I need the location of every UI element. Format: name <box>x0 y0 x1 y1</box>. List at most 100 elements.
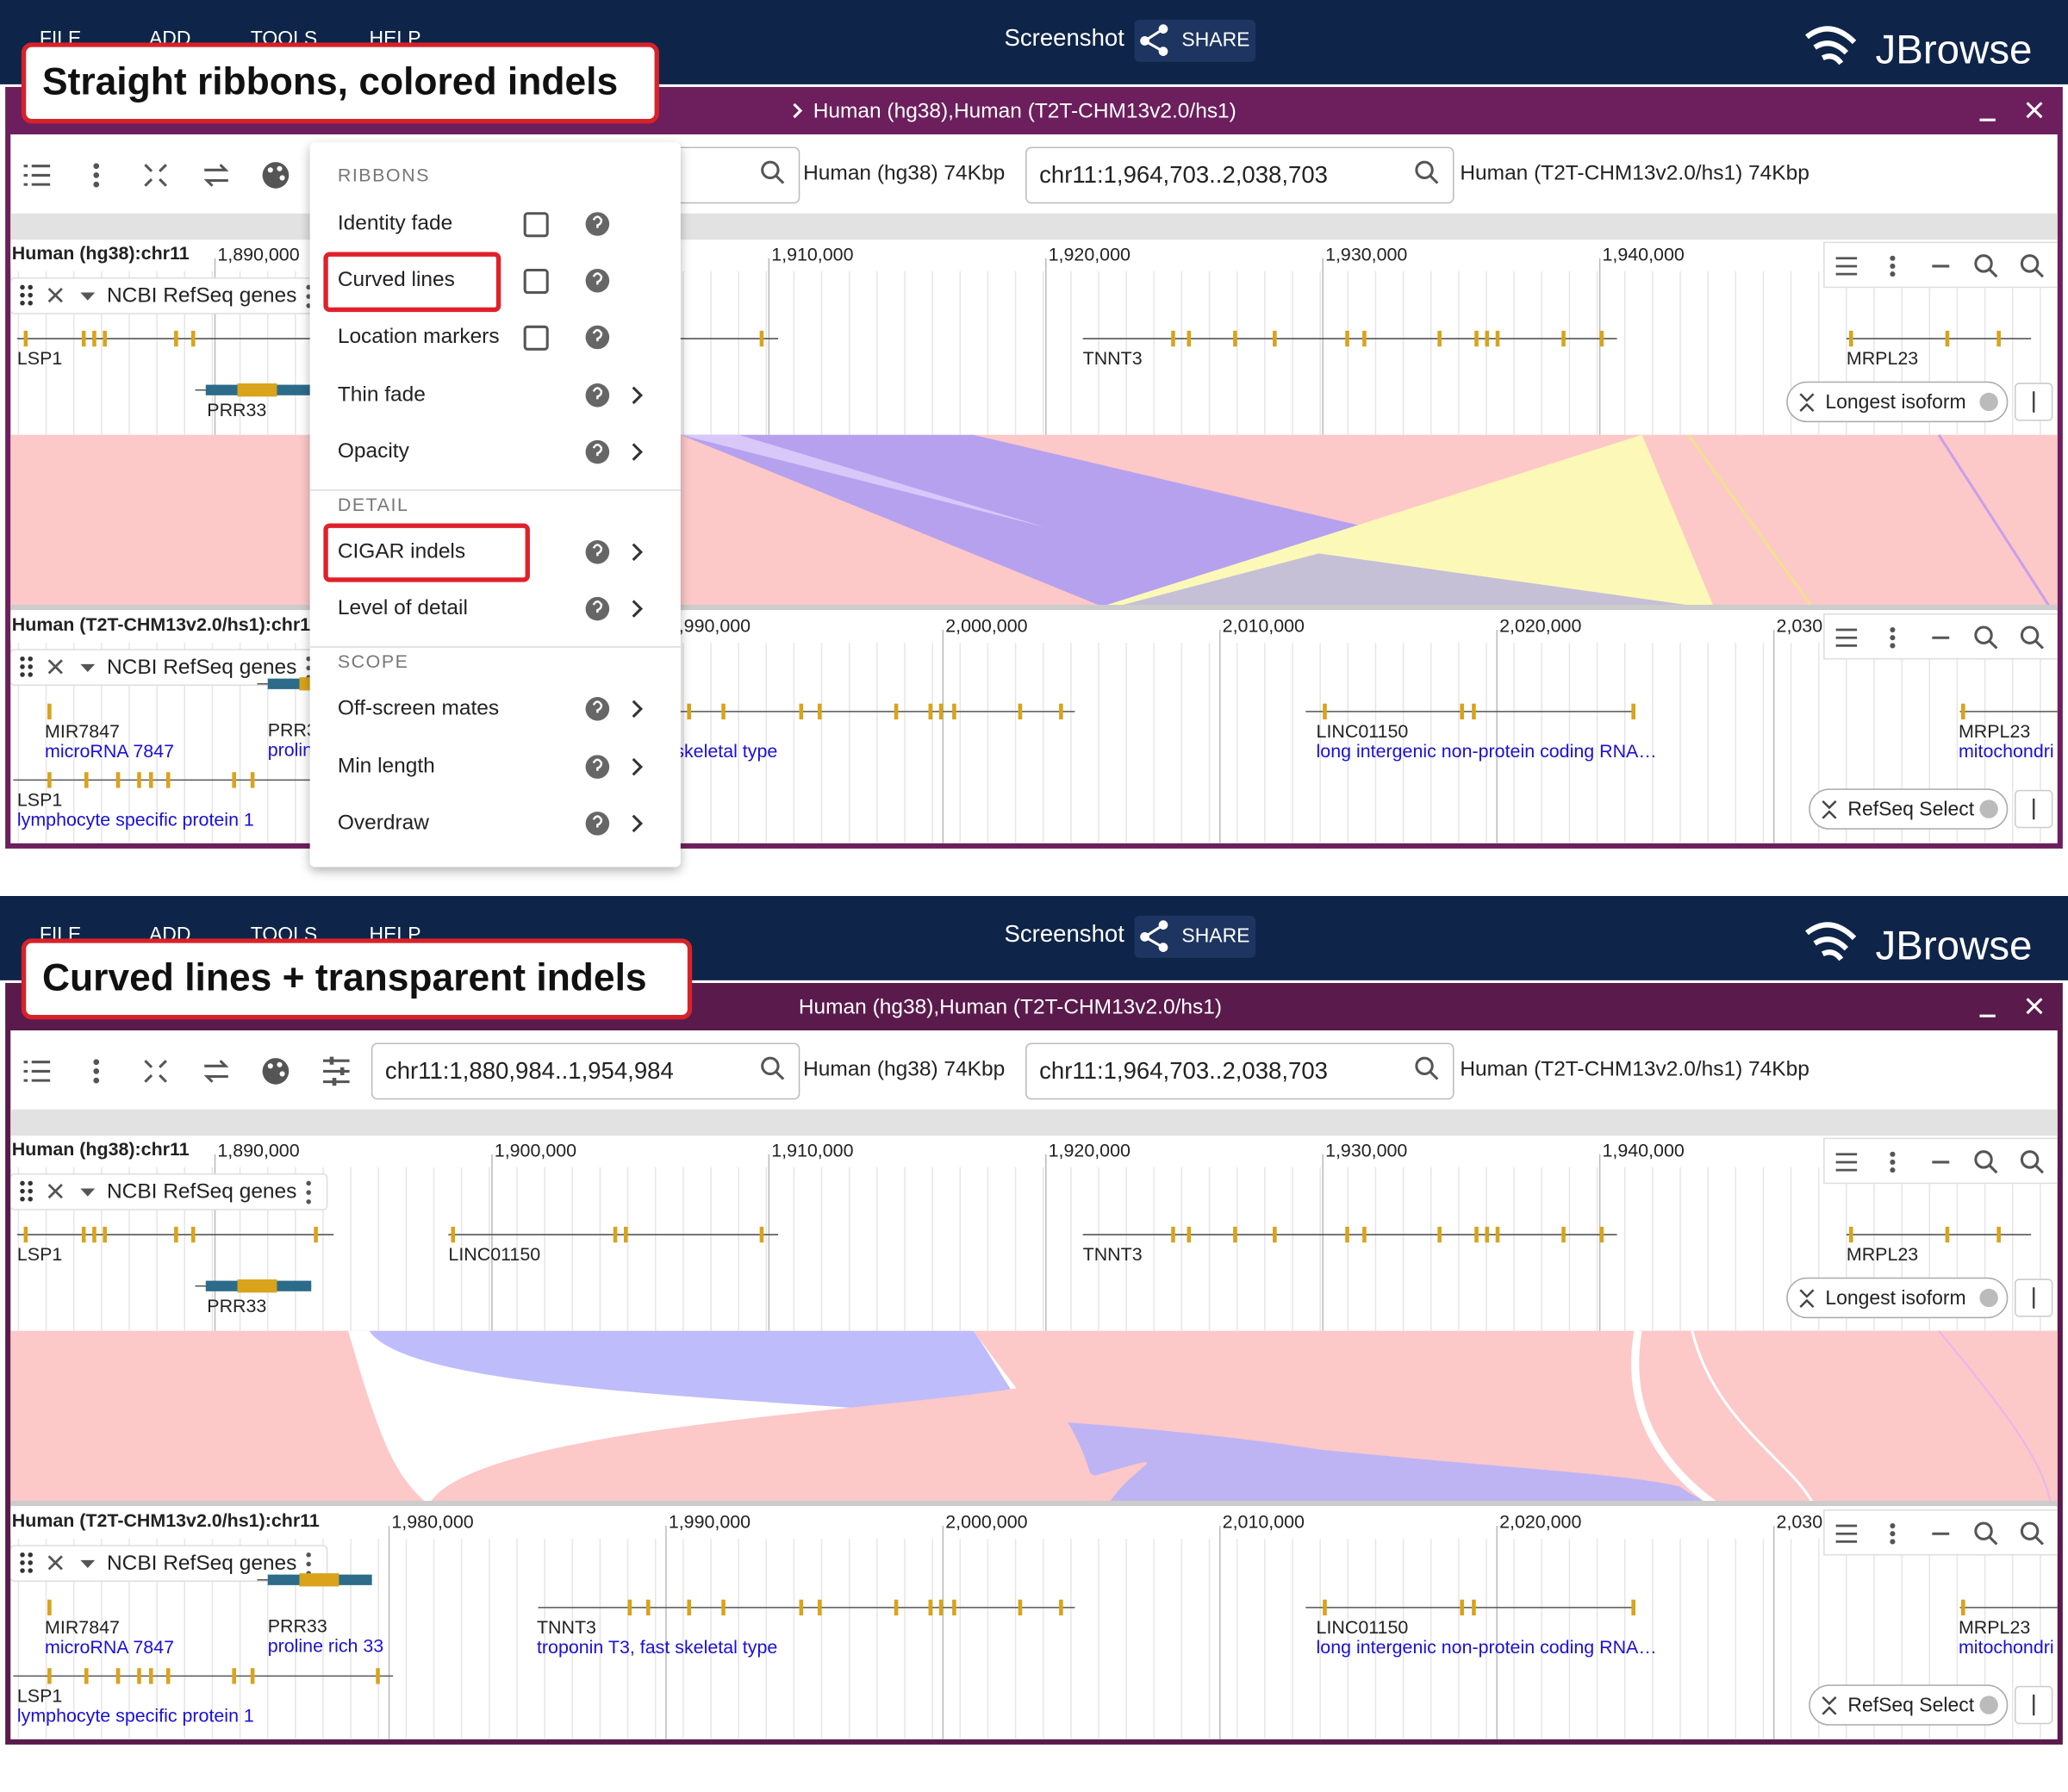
submenu-chevron <box>632 600 644 618</box>
help-icon[interactable] <box>585 812 610 836</box>
chip-delete[interactable] <box>1979 800 1998 818</box>
help-icon[interactable] <box>585 269 610 293</box>
gene-name: LSP1 <box>17 1686 62 1707</box>
drag-handle <box>28 1197 33 1202</box>
gene-description[interactable]: long intergenic non-protein coding RNA… <box>1317 1637 1657 1658</box>
checkbox[interactable] <box>523 325 549 351</box>
chip-delete[interactable] <box>1979 1288 1998 1308</box>
chip-delete[interactable] <box>1979 392 1998 412</box>
gene-description[interactable]: troponin T3, fast skeletal type <box>537 1637 777 1658</box>
menu-item[interactable]: Level of detail <box>338 596 468 619</box>
search-icon <box>774 1070 785 1080</box>
icon-dot <box>93 1059 100 1066</box>
gene-exon <box>314 1226 318 1243</box>
icon <box>203 164 229 187</box>
icon <box>203 1060 229 1083</box>
search-icon <box>2020 1150 2040 1169</box>
gene-description[interactable]: long intergenic non-protein coding RNA… <box>1317 741 1657 762</box>
location-box[interactable] <box>371 1042 800 1100</box>
location-box[interactable] <box>1025 1042 1454 1100</box>
track-menu-arrow[interactable] <box>80 1559 96 1568</box>
screenshot-title: Screenshot <box>1005 920 1125 947</box>
track-menu-arrow[interactable] <box>80 663 96 672</box>
ref-name-bg <box>10 1136 206 1164</box>
gene-exon <box>1472 703 1476 720</box>
location-input: chr11:1,964,703..2,038,703 <box>1039 1057 1328 1084</box>
menu-item[interactable]: Identity fade <box>338 211 452 234</box>
chip-delete[interactable] <box>1979 1696 1998 1714</box>
filter-chip[interactable] <box>1809 1684 2009 1726</box>
filter-chip[interactable] <box>1786 1277 2009 1319</box>
gene-exon <box>759 330 764 347</box>
close[interactable] <box>2026 102 2043 119</box>
track-dots <box>306 1180 311 1186</box>
ruler-tick-label: 1,990,000 <box>669 1512 751 1533</box>
help-icon[interactable] <box>585 212 610 236</box>
insertion-ribbon <box>1094 434 1715 609</box>
menu-item[interactable]: Curved lines <box>338 268 455 291</box>
track-menu-arrow[interactable] <box>80 1188 96 1197</box>
chip-icon <box>1799 1289 1815 1309</box>
help-icon[interactable] <box>585 325 610 350</box>
icon-dot <box>1890 1151 1896 1157</box>
help-icon[interactable] <box>585 540 610 564</box>
menu-item[interactable]: Off-screen mates <box>338 696 499 719</box>
menu-item[interactable]: Min length <box>338 755 435 778</box>
help-icon[interactable] <box>585 596 610 621</box>
assembly-label: Human (hg38) 74Kbp <box>803 1057 1005 1080</box>
filter-chip[interactable] <box>1809 788 2009 830</box>
help-icon[interactable] <box>585 697 610 721</box>
menu-item[interactable]: Thin fade <box>338 383 426 406</box>
help-icon[interactable] <box>585 439 610 464</box>
icon <box>262 162 290 189</box>
gene-exon <box>23 330 28 347</box>
location-box[interactable] <box>1025 146 1454 204</box>
close[interactable] <box>2026 998 2043 1015</box>
track-close[interactable] <box>47 1183 63 1199</box>
drag-handle <box>28 1188 33 1194</box>
menu-item[interactable]: Opacity <box>338 439 410 463</box>
help-icon[interactable] <box>585 383 610 408</box>
gene-description[interactable]: microRNA 7847 <box>45 1637 174 1658</box>
menu-item[interactable]: Location markers <box>338 325 500 348</box>
drag-handle <box>28 1568 33 1573</box>
gene-description[interactable]: microRNA 7847 <box>45 741 174 762</box>
icon-dot <box>1890 1531 1896 1537</box>
filter-chip[interactable] <box>1786 381 2009 423</box>
gene-description[interactable]: lymphocyte specific protein 1 <box>17 1705 254 1726</box>
search-icon <box>2034 267 2045 278</box>
menu-item[interactable]: CIGAR indels <box>338 539 465 563</box>
track-close[interactable] <box>47 287 63 303</box>
views: 1,890,000 1,900,000 1,910,000 1,920,000 1,93… <box>10 1136 2058 1739</box>
track-close[interactable] <box>47 659 63 675</box>
menu-item[interactable]: Overdraw <box>338 811 429 834</box>
gene-exon <box>1485 1226 1490 1243</box>
gene-description[interactable]: proline rich 33 <box>268 1635 384 1656</box>
ruler-tick-label: 1,920,000 <box>1049 1140 1131 1160</box>
gene-exon <box>1474 330 1479 347</box>
help-icon[interactable] <box>585 755 610 779</box>
gene-description[interactable]: mitochondri <box>1959 1637 2054 1658</box>
icon-dot <box>1890 255 1896 261</box>
gene-exon <box>1996 1226 2001 1243</box>
gene-cds <box>237 1279 277 1293</box>
search-icon <box>1988 1163 1998 1174</box>
checkbox[interactable] <box>523 269 549 295</box>
checkbox[interactable] <box>523 212 549 238</box>
gene-description[interactable]: mitochondri <box>1959 741 2054 762</box>
gene-exon <box>1018 1599 1023 1616</box>
search-icon <box>1988 267 1998 278</box>
icon-dot <box>93 163 100 170</box>
ruler-tick-label: 1,910,000 <box>771 1140 853 1160</box>
drag-handle <box>28 292 33 298</box>
search-icon <box>1974 625 1993 644</box>
drag-handle <box>20 672 25 677</box>
drag-handle <box>20 656 25 662</box>
drag-handle <box>20 1188 25 1194</box>
filter-label: Longest isoform <box>1825 390 1965 413</box>
brand: JBrowse <box>1876 28 2033 73</box>
track-close[interactable] <box>47 1555 63 1571</box>
help-mark <box>592 443 603 457</box>
track-menu-arrow[interactable] <box>80 292 96 301</box>
gene-description[interactable]: lymphocyte specific protein 1 <box>17 809 254 830</box>
